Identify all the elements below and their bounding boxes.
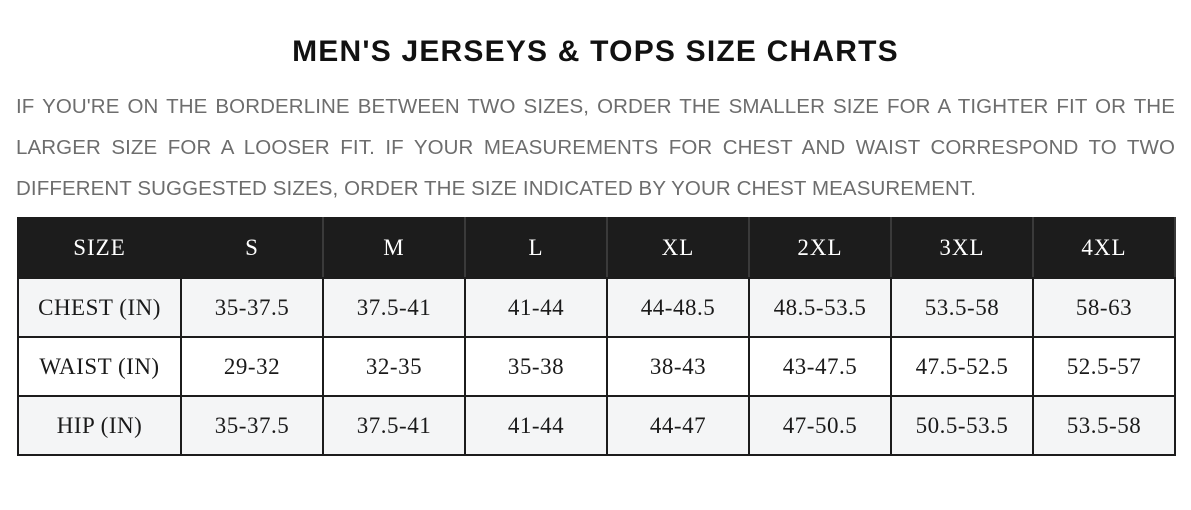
page-title: MEN'S JERSEYS & TOPS SIZE CHARTS [292, 35, 899, 68]
column-header-xl: XL [606, 217, 750, 279]
cell-chest-s: 35-37.5 [180, 277, 324, 338]
cell-waist-m: 32-35 [322, 336, 466, 397]
row-label-waist: WAIST (IN) [17, 336, 182, 397]
column-header-m: M [322, 217, 466, 279]
cell-waist-l: 35-38 [464, 336, 608, 397]
cell-hip-l: 41-44 [464, 395, 608, 456]
table-row: CHEST (IN) 35-37.5 37.5-41 41-44 44-48.5… [17, 277, 1176, 338]
cell-hip-s: 35-37.5 [180, 395, 324, 456]
table-row: HIP (IN) 35-37.5 37.5-41 41-44 44-47 47-… [17, 395, 1176, 456]
cell-chest-l: 41-44 [464, 277, 608, 338]
cell-waist-s: 29-32 [180, 336, 324, 397]
column-header-3xl: 3XL [890, 217, 1034, 279]
header-row: SIZE S M L XL 2XL 3XL 4XL [17, 217, 1176, 279]
cell-chest-3xl: 53.5-58 [890, 277, 1034, 338]
size-table-container: SIZE S M L XL 2XL 3XL 4XL CHEST (IN) 35-… [0, 209, 1191, 456]
table-body: CHEST (IN) 35-37.5 37.5-41 41-44 44-48.5… [17, 277, 1176, 456]
column-header-4xl: 4XL [1032, 217, 1176, 279]
table-row: WAIST (IN) 29-32 32-35 35-38 38-43 43-47… [17, 336, 1176, 397]
cell-hip-m: 37.5-41 [322, 395, 466, 456]
cell-chest-xl: 44-48.5 [606, 277, 750, 338]
table-header: SIZE S M L XL 2XL 3XL 4XL [17, 217, 1176, 279]
cell-hip-4xl: 53.5-58 [1032, 395, 1176, 456]
cell-waist-xl: 38-43 [606, 336, 750, 397]
cell-waist-3xl: 47.5-52.5 [890, 336, 1034, 397]
row-label-hip: HIP (IN) [17, 395, 182, 456]
column-header-s: S [180, 217, 324, 279]
column-header-2xl: 2XL [748, 217, 892, 279]
cell-hip-2xl: 47-50.5 [748, 395, 892, 456]
column-header-size: SIZE [17, 217, 182, 279]
column-header-l: L [464, 217, 608, 279]
cell-hip-xl: 44-47 [606, 395, 750, 456]
cell-waist-2xl: 43-47.5 [748, 336, 892, 397]
size-chart-table: SIZE S M L XL 2XL 3XL 4XL CHEST (IN) 35-… [17, 217, 1176, 456]
cell-hip-3xl: 50.5-53.5 [890, 395, 1034, 456]
row-label-chest: CHEST (IN) [17, 277, 182, 338]
cell-chest-4xl: 58-63 [1032, 277, 1176, 338]
cell-chest-m: 37.5-41 [322, 277, 466, 338]
cell-waist-4xl: 52.5-57 [1032, 336, 1176, 397]
cell-chest-2xl: 48.5-53.5 [748, 277, 892, 338]
intro-paragraph: IF YOU'RE ON THE BORDERLINE BETWEEN TWO … [16, 95, 1175, 200]
